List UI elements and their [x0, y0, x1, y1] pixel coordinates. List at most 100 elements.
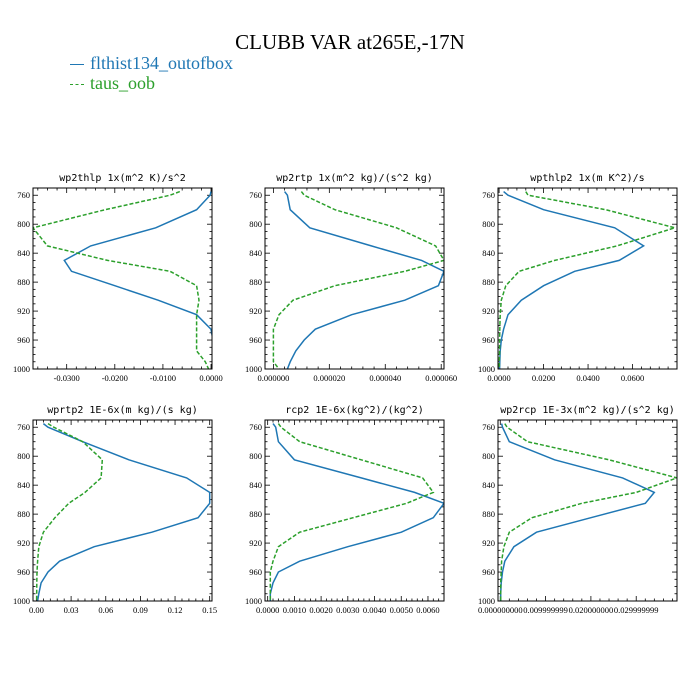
- y-tick-label: 760: [17, 190, 30, 200]
- y-tick-label: 920: [249, 538, 262, 548]
- y-tick-label: 1000: [478, 596, 495, 606]
- plot-frame: [264, 187, 445, 370]
- series-line-0: [36, 423, 211, 601]
- series-line-1: [499, 423, 677, 601]
- x-tick-label: 0.0010: [283, 605, 306, 615]
- y-tick-label: 840: [17, 248, 30, 258]
- x-tick-label: 0.000000: [257, 373, 289, 383]
- y-tick-label: 760: [17, 422, 30, 432]
- panel-4: rcp2 1E-6x(kg^2)/(kg^2) 760 800 840 880 920 96…: [245, 405, 445, 615]
- series-line-0: [63, 191, 212, 339]
- y-tick-label: 840: [249, 480, 262, 490]
- y-tick-label: 880: [249, 509, 262, 519]
- y-tick-label: 960: [482, 335, 495, 345]
- y-tick-label: 800: [249, 451, 262, 461]
- x-tick-label: 0.000060: [425, 373, 457, 383]
- y-tick-label: 880: [482, 509, 495, 519]
- y-tick-label: 920: [482, 306, 495, 316]
- panel-2: wpthlp2 1x(m K^2)/s 760 800 840 880 920 960 100…: [478, 173, 678, 383]
- y-tick-label: 840: [482, 248, 495, 258]
- legend-line-0: [70, 64, 84, 66]
- panel-title: rcp2 1E-6x(kg^2)/(kg^2): [285, 405, 423, 416]
- y-tick-label: 840: [482, 480, 495, 490]
- plot-frame: [32, 419, 213, 602]
- legend-label-0: flthist134_outofbox: [90, 53, 233, 73]
- panel-1: wp2rtp 1x(m^2 kg)/(s^2 kg) 760 800 840 880 92…: [245, 173, 457, 383]
- series-line-0: [499, 423, 656, 601]
- y-tick-label: 760: [249, 422, 262, 432]
- y-tick-label: 960: [249, 335, 262, 345]
- series-line-1: [35, 422, 104, 601]
- series-line-1: [33, 190, 210, 369]
- plot-frame: [497, 187, 678, 370]
- plot-frame: [264, 419, 445, 602]
- legend-entry-1: taus_oob: [70, 73, 155, 94]
- x-tick-label: 0.09: [133, 605, 148, 615]
- y-tick-label: 880: [17, 509, 30, 519]
- y-tick-label: 800: [17, 219, 30, 229]
- panel-title: wpthlp2 1x(m K^2)/s: [530, 173, 644, 184]
- y-tick-label: 960: [17, 335, 30, 345]
- y-tick-label: 1000: [245, 364, 262, 374]
- y-tick-label: 920: [17, 538, 30, 548]
- panel-title: wp2rcp 1E-3x(m^2 kg)/(s^2 kg): [500, 405, 675, 416]
- panel-0: wp2thlp 1x(m^2 K)/s^2 760 800 840 880 920 960 1…: [13, 173, 223, 383]
- y-tick-label: 1000: [245, 596, 262, 606]
- y-tick-label: 800: [249, 219, 262, 229]
- y-tick-label: 800: [17, 451, 30, 461]
- x-tick-label: 0.0400: [576, 373, 599, 383]
- panel-3: wprtp2 1E-6x(m kg)/(s kg) 760 800 840 880 920…: [13, 405, 217, 615]
- x-tick-label: 0.0200: [532, 373, 555, 383]
- series-line-0: [269, 423, 444, 601]
- y-tick-label: 840: [17, 480, 30, 490]
- x-tick-label: 0.0000: [487, 373, 510, 383]
- y-tick-label: 1000: [478, 364, 495, 374]
- panel-title: wp2rtp 1x(m^2 kg)/(s^2 kg): [276, 173, 433, 184]
- y-tick-label: 960: [482, 567, 495, 577]
- x-tick-label: 0.0000: [256, 605, 279, 615]
- x-tick-label: 0.03: [64, 605, 79, 615]
- x-tick-label: 0.0000: [199, 373, 222, 383]
- y-tick-label: 1000: [13, 364, 30, 374]
- y-tick-label: 880: [482, 277, 495, 287]
- x-tick-label: -0.0200: [102, 373, 128, 383]
- x-tick-label: -0.0100: [150, 373, 176, 383]
- series-line-1: [269, 423, 435, 601]
- x-tick-label: 0.0060: [416, 605, 439, 615]
- x-tick-label: 0.000000000: [478, 605, 523, 615]
- legend-line-1: [70, 84, 84, 86]
- series-line-1: [498, 191, 677, 369]
- y-tick-label: 960: [249, 567, 262, 577]
- y-tick-label: 760: [482, 422, 495, 432]
- y-tick-label: 1000: [13, 596, 30, 606]
- panel-title: wp2thlp 1x(m^2 K)/s^2: [59, 173, 185, 184]
- series-line-0: [498, 191, 646, 369]
- x-tick-label: 0.0020: [309, 605, 332, 615]
- x-tick-label: 0.00: [29, 605, 44, 615]
- series-line-1: [272, 191, 444, 369]
- x-tick-label: 0.0050: [390, 605, 413, 615]
- y-tick-label: 960: [17, 567, 30, 577]
- plot-frame: [32, 187, 213, 370]
- x-tick-label: 0.0030: [336, 605, 359, 615]
- y-tick-label: 800: [482, 451, 495, 461]
- x-tick-label: 0.06: [98, 605, 113, 615]
- y-tick-label: 880: [17, 277, 30, 287]
- x-tick-label: 0.009999999: [523, 605, 568, 615]
- y-tick-label: 800: [482, 219, 495, 229]
- x-tick-label: 0.0040: [363, 605, 386, 615]
- y-tick-label: 920: [17, 306, 30, 316]
- y-tick-label: 760: [482, 190, 495, 200]
- x-tick-label: 0.000040: [369, 373, 401, 383]
- legend-entry-0: flthist134_outofbox: [70, 53, 233, 74]
- plot-frame: [497, 419, 678, 602]
- x-tick-label: 0.000020: [313, 373, 345, 383]
- y-tick-label: 840: [249, 248, 262, 258]
- page-title: CLUBB VAR at265E,-17N: [235, 30, 465, 54]
- y-tick-label: 760: [249, 190, 262, 200]
- x-tick-label: 0.15: [202, 605, 217, 615]
- series-line-0: [284, 191, 444, 369]
- x-tick-label: 0.020000000: [569, 605, 614, 615]
- x-tick-label: 0.029999999: [614, 605, 659, 615]
